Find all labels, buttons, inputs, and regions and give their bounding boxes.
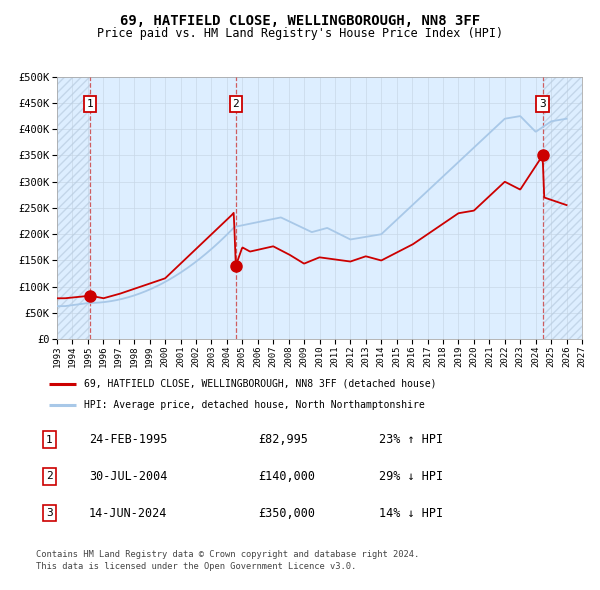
Text: 30-JUL-2004: 30-JUL-2004 (89, 470, 167, 483)
Text: Contains HM Land Registry data © Crown copyright and database right 2024.: Contains HM Land Registry data © Crown c… (36, 550, 419, 559)
Text: 69, HATFIELD CLOSE, WELLINGBOROUGH, NN8 3FF (detached house): 69, HATFIELD CLOSE, WELLINGBOROUGH, NN8 … (83, 379, 436, 389)
Text: 1: 1 (86, 99, 93, 109)
Bar (57, 77, 90, 339)
Bar (542, 77, 582, 339)
Text: 3: 3 (539, 99, 546, 109)
Text: 2: 2 (46, 471, 53, 481)
Bar (57, 77, 90, 339)
Text: This data is licensed under the Open Government Licence v3.0.: This data is licensed under the Open Gov… (36, 562, 356, 571)
Text: 2: 2 (232, 99, 239, 109)
Text: £140,000: £140,000 (258, 470, 315, 483)
Text: 14% ↓ HPI: 14% ↓ HPI (379, 507, 443, 520)
Text: 69, HATFIELD CLOSE, WELLINGBOROUGH, NN8 3FF: 69, HATFIELD CLOSE, WELLINGBOROUGH, NN8 … (120, 14, 480, 28)
Text: 24-FEB-1995: 24-FEB-1995 (89, 433, 167, 446)
Text: £350,000: £350,000 (258, 507, 315, 520)
Text: £82,995: £82,995 (258, 433, 308, 446)
Text: 23% ↑ HPI: 23% ↑ HPI (379, 433, 443, 446)
Text: HPI: Average price, detached house, North Northamptonshire: HPI: Average price, detached house, Nort… (83, 400, 424, 410)
Text: 3: 3 (46, 508, 53, 518)
Text: 1: 1 (46, 435, 53, 445)
Text: 14-JUN-2024: 14-JUN-2024 (89, 507, 167, 520)
Bar (542, 77, 582, 339)
Text: 29% ↓ HPI: 29% ↓ HPI (379, 470, 443, 483)
Text: Price paid vs. HM Land Registry's House Price Index (HPI): Price paid vs. HM Land Registry's House … (97, 27, 503, 40)
